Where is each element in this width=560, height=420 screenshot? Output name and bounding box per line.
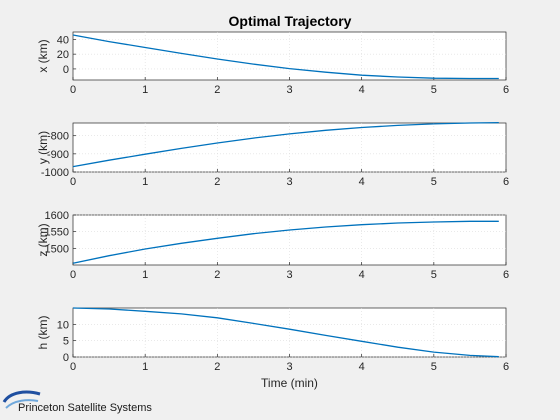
x-tick-label: 1 [142,269,148,281]
y-tick-label: 10 [57,319,69,331]
y-tick-label: 0 [63,64,69,76]
x-tick-label: 1 [142,84,148,96]
x-tick-label: 0 [70,361,76,373]
x-tick-label: 1 [142,361,148,373]
x-tick-label: 6 [503,269,509,281]
y-axis-label: x (km) [36,39,50,72]
x-tick-label: 3 [286,176,292,188]
y-tick-label: 20 [57,49,69,61]
x-tick-label: 6 [503,84,509,96]
brand-logo: Princeton Satellite Systems [2,390,152,414]
x-tick-label: 4 [359,361,365,373]
series-line [72,307,499,358]
y-tick-label: 5 [63,336,69,348]
series-line [72,220,499,264]
x-tick-label: 1 [142,176,148,188]
y-tick-label: 1550 [45,227,69,239]
y-axis-label: y (km) [36,131,50,164]
y-tick-label: 40 [57,34,69,46]
y-tick-label: -1000 [41,167,69,179]
x-tick-label: 6 [503,176,509,188]
x-tick-label: 3 [286,361,292,373]
x-tick-label: 0 [70,269,76,281]
x-tick-label: 0 [70,84,76,96]
figure-title: Optimal Trajectory [229,13,352,29]
x-axis-label: Time (min) [261,376,318,390]
x-tick-label: 2 [214,176,220,188]
y-tick-label: -900 [47,149,69,161]
y-axis-label: z (km) [36,223,50,256]
y-tick-label: 0 [63,352,69,364]
y-tick-label: -800 [47,131,69,143]
x-tick-label: 4 [359,269,365,281]
y-tick-label: 1500 [45,243,69,255]
y-axis-label: h (km) [36,316,50,350]
x-tick-label: 5 [431,176,437,188]
y-tick-label: 1600 [45,210,69,222]
x-tick-label: 3 [286,84,292,96]
series-line [72,34,499,80]
x-tick-label: 3 [286,269,292,281]
series-line [72,121,499,168]
x-tick-label: 5 [431,84,437,96]
x-tick-label: 2 [214,361,220,373]
subplot-4: 0 1 2 3 4 5 6 0 5 10 h (km) Time (min) [36,307,509,390]
x-tick-label: 4 [359,176,365,188]
x-tick-label: 2 [214,84,220,96]
logo-swoosh-icon [2,390,41,403]
x-tick-label: 5 [431,269,437,281]
x-tick-label: 4 [359,84,365,96]
logo-swoosh-small-icon [5,399,39,409]
x-tick-label: 6 [503,361,509,373]
x-tick-label: 0 [70,176,76,188]
subplot-1: 0 1 2 3 4 5 6 0 20 40 x (km) [36,31,509,96]
x-tick-label: 2 [214,269,220,281]
brand-name: Princeton Satellite Systems [18,402,152,414]
x-tick-label: 5 [431,361,437,373]
